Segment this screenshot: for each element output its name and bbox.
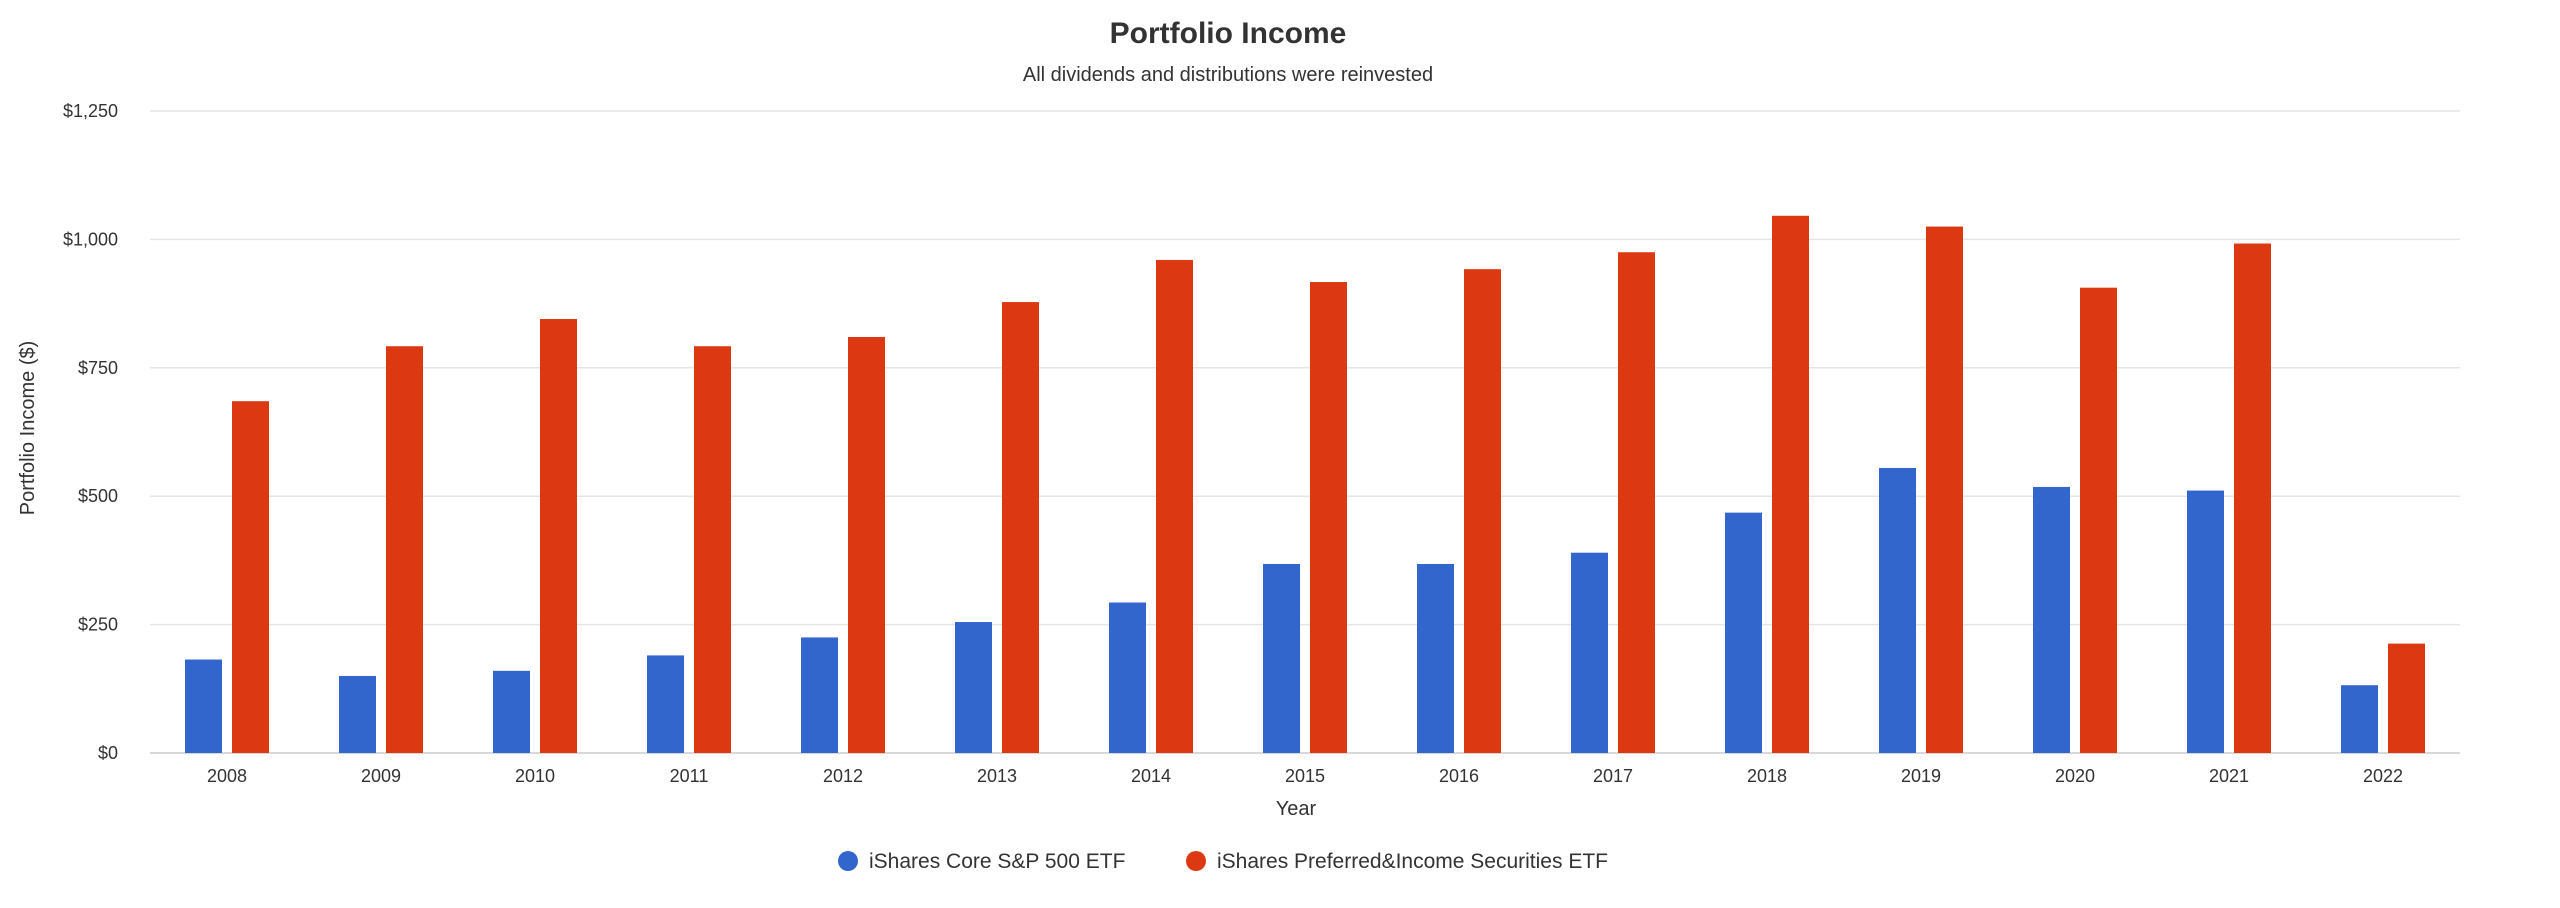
bar-sp500-2019[interactable] bbox=[1879, 467, 1916, 753]
bar-preferred-2016[interactable] bbox=[1464, 269, 1501, 753]
bar-preferred-2019[interactable] bbox=[1926, 226, 1963, 753]
bar-sp500-2009[interactable] bbox=[339, 675, 376, 753]
x-tick-label: 2016 bbox=[1439, 766, 1479, 786]
y-tick-label: $750 bbox=[78, 358, 118, 378]
bar-sp500-2020[interactable] bbox=[2033, 486, 2070, 753]
bar-sp500-2017[interactable] bbox=[1571, 552, 1608, 753]
y-tick-label: $0 bbox=[98, 743, 118, 763]
bar-preferred-2014[interactable] bbox=[1156, 259, 1193, 753]
y-tick-label: $1,250 bbox=[63, 101, 118, 121]
x-tick-label: 2020 bbox=[2055, 766, 2095, 786]
y-axis-label: Portfolio Income ($) bbox=[17, 341, 39, 516]
legend-item-sp500[interactable]: iShares Core S&P 500 ETF bbox=[838, 850, 1125, 873]
bar-preferred-2011[interactable] bbox=[694, 346, 731, 753]
y-tick-label: $1,000 bbox=[63, 229, 118, 249]
x-tick-label: 2017 bbox=[1593, 766, 1633, 786]
x-tick-label: 2012 bbox=[823, 766, 863, 786]
bar-preferred-2022[interactable] bbox=[2388, 643, 2425, 753]
x-tick-label: 2011 bbox=[670, 766, 709, 786]
bar-sp500-2012[interactable] bbox=[801, 637, 838, 753]
bar-sp500-2011[interactable] bbox=[647, 655, 684, 753]
bar-sp500-2018[interactable] bbox=[1725, 512, 1762, 753]
bar-sp500-2021[interactable] bbox=[2187, 490, 2224, 753]
x-axis-ticks: 2008 2009 2010 2011 2012 2013 2014 2015 2016 2017… bbox=[207, 766, 2403, 786]
bar-sp500-2008[interactable] bbox=[185, 659, 222, 753]
x-tick-label: 2019 bbox=[1901, 766, 1941, 786]
bars bbox=[185, 215, 2425, 754]
x-tick-label: 2010 bbox=[515, 766, 555, 786]
x-tick-label: 2022 bbox=[2363, 766, 2403, 786]
legend-label: iShares Core S&P 500 ETF bbox=[869, 850, 1125, 873]
gridlines bbox=[150, 110, 2460, 754]
chart-subtitle: All dividends and distributions were rei… bbox=[1023, 64, 1433, 86]
bar-sp500-2013[interactable] bbox=[955, 622, 992, 753]
chart-title: Portfolio Income bbox=[1110, 17, 1347, 50]
y-tick-label: $250 bbox=[78, 615, 118, 635]
bar-preferred-2009[interactable] bbox=[386, 346, 423, 753]
x-tick-label: 2021 bbox=[2209, 766, 2249, 786]
x-tick-label: 2014 bbox=[1131, 766, 1171, 786]
x-tick-label: 2018 bbox=[1747, 766, 1787, 786]
legend-label: iShares Preferred&Income Securities ETF bbox=[1217, 850, 1608, 873]
bar-sp500-2010[interactable] bbox=[493, 670, 530, 753]
bar-sp500-2014[interactable] bbox=[1109, 602, 1146, 753]
legend-marker bbox=[838, 851, 858, 871]
bar-preferred-2020[interactable] bbox=[2080, 287, 2117, 753]
bar-sp500-2022[interactable] bbox=[2341, 685, 2378, 753]
bar-preferred-2008[interactable] bbox=[232, 401, 269, 753]
x-tick-label: 2009 bbox=[361, 766, 401, 786]
x-tick-label: 2015 bbox=[1285, 766, 1325, 786]
legend-marker bbox=[1186, 851, 1206, 871]
bar-preferred-2012[interactable] bbox=[848, 336, 885, 753]
legend: iShares Core S&P 500 ETF iShares Preferre… bbox=[838, 850, 1608, 873]
y-axis-ticks: $0 $250 $500 $750 $1,000 $1,250 bbox=[63, 101, 118, 763]
x-tick-label: 2008 bbox=[207, 766, 247, 786]
bar-preferred-2013[interactable] bbox=[1002, 302, 1039, 753]
bar-sp500-2016[interactable] bbox=[1417, 563, 1454, 753]
x-tick-label: 2013 bbox=[977, 766, 1017, 786]
bar-preferred-2021[interactable] bbox=[2234, 243, 2271, 754]
bar-sp500-2015[interactable] bbox=[1263, 563, 1300, 753]
bar-preferred-2017[interactable] bbox=[1618, 252, 1655, 754]
bar-preferred-2015[interactable] bbox=[1310, 282, 1347, 753]
bar-preferred-2010[interactable] bbox=[540, 319, 577, 753]
legend-item-preferred[interactable]: iShares Preferred&Income Securities ETF bbox=[1186, 850, 1608, 873]
y-tick-label: $500 bbox=[78, 486, 118, 506]
x-axis-label: Year bbox=[1276, 798, 1317, 820]
bar-preferred-2018[interactable] bbox=[1772, 215, 1809, 753]
